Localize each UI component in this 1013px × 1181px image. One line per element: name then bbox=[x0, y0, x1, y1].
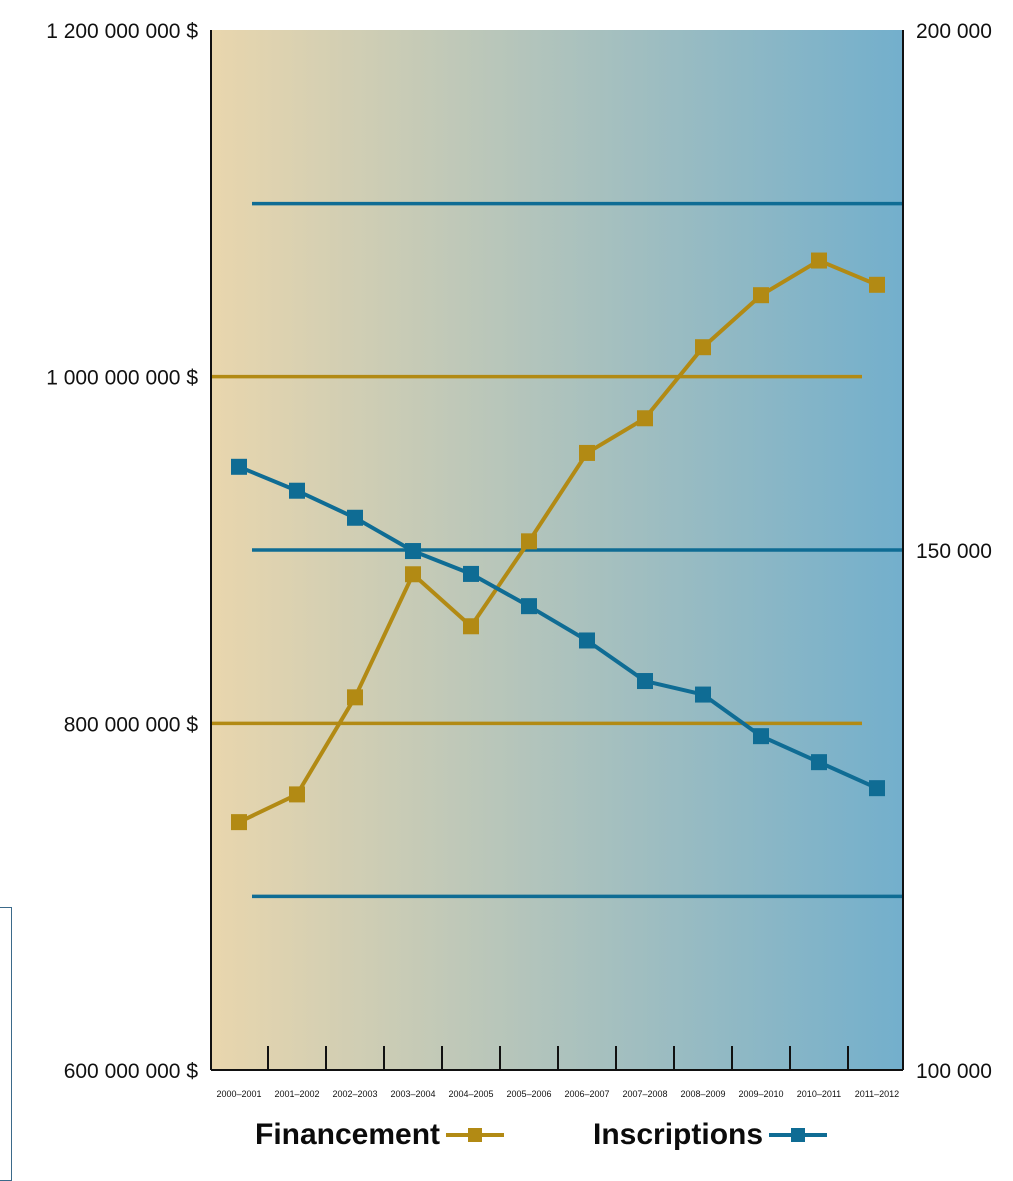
data-point-financement bbox=[521, 533, 537, 550]
data-point-inscriptions bbox=[579, 632, 595, 649]
x-tick-label: 2010–2011 bbox=[797, 1089, 841, 1099]
right-tick-label: 150 000 bbox=[916, 540, 992, 563]
legend-item-financement: Financement bbox=[255, 1118, 505, 1152]
data-point-financement bbox=[463, 618, 479, 635]
legend-swatch-financement bbox=[446, 1128, 505, 1142]
legend-label-inscriptions: Inscriptions bbox=[593, 1118, 764, 1151]
data-point-inscriptions bbox=[347, 509, 363, 526]
left-tick-label: 600 000 000 $ bbox=[64, 1060, 199, 1083]
x-tick-label: 2003–2004 bbox=[390, 1089, 435, 1099]
x-tick-label: 2006–2007 bbox=[564, 1089, 609, 1099]
series bbox=[231, 252, 885, 831]
data-point-inscriptions bbox=[405, 543, 421, 560]
x-tick-label: 2004–2005 bbox=[448, 1089, 493, 1099]
data-point-financement bbox=[753, 287, 769, 304]
data-point-inscriptions bbox=[869, 780, 885, 797]
x-tick-label: 2000–2001 bbox=[216, 1089, 261, 1099]
data-point-inscriptions bbox=[231, 458, 247, 475]
data-point-inscriptions bbox=[289, 482, 305, 499]
axis-labels: 2000–2001 2001–2002 2002–2003 2003–2004 2004… bbox=[46, 20, 992, 1099]
x-tick-label: 2001–2002 bbox=[274, 1089, 319, 1099]
data-point-financement bbox=[695, 339, 711, 356]
data-point-inscriptions bbox=[521, 598, 537, 615]
series-line-inscriptions bbox=[238, 464, 878, 790]
x-tick-label: 2009–2010 bbox=[738, 1089, 783, 1099]
data-point-financement bbox=[289, 786, 305, 803]
x-tick-label: 2007–2008 bbox=[622, 1089, 667, 1099]
data-point-financement bbox=[405, 566, 421, 583]
data-point-inscriptions bbox=[753, 728, 769, 745]
data-point-financement bbox=[869, 276, 885, 293]
data-point-inscriptions bbox=[695, 686, 711, 703]
left-tick-label: 800 000 000 $ bbox=[64, 713, 199, 736]
gridlines bbox=[211, 201, 903, 899]
x-tick-label: 2008–2009 bbox=[680, 1089, 725, 1099]
legend-swatch-inscriptions bbox=[769, 1128, 828, 1142]
data-point-financement bbox=[579, 444, 595, 461]
data-point-financement bbox=[231, 814, 247, 831]
x-tick-label: 2011–2012 bbox=[855, 1089, 899, 1099]
legend: Financement Inscriptions bbox=[0, 1118, 1013, 1158]
x-tick-label: 2005–2006 bbox=[506, 1089, 551, 1099]
legend-label-financement: Financement bbox=[255, 1118, 441, 1151]
x-ticks bbox=[267, 1046, 849, 1070]
data-point-financement bbox=[637, 410, 653, 427]
data-point-financement bbox=[347, 689, 363, 706]
data-point-inscriptions bbox=[811, 754, 827, 771]
series-line-financement bbox=[238, 258, 878, 824]
data-point-financement bbox=[811, 252, 827, 269]
legend-item-inscriptions: Inscriptions bbox=[593, 1118, 828, 1152]
left-tick-label: 1 000 000 000 $ bbox=[46, 367, 198, 390]
right-tick-label: 200 000 bbox=[916, 20, 992, 43]
data-point-inscriptions bbox=[463, 565, 479, 582]
x-tick-label: 2002–2003 bbox=[332, 1089, 377, 1099]
data-point-inscriptions bbox=[637, 673, 653, 690]
right-tick-label: 100 000 bbox=[916, 1060, 992, 1083]
left-tick-label: 1 200 000 000 $ bbox=[46, 20, 198, 43]
